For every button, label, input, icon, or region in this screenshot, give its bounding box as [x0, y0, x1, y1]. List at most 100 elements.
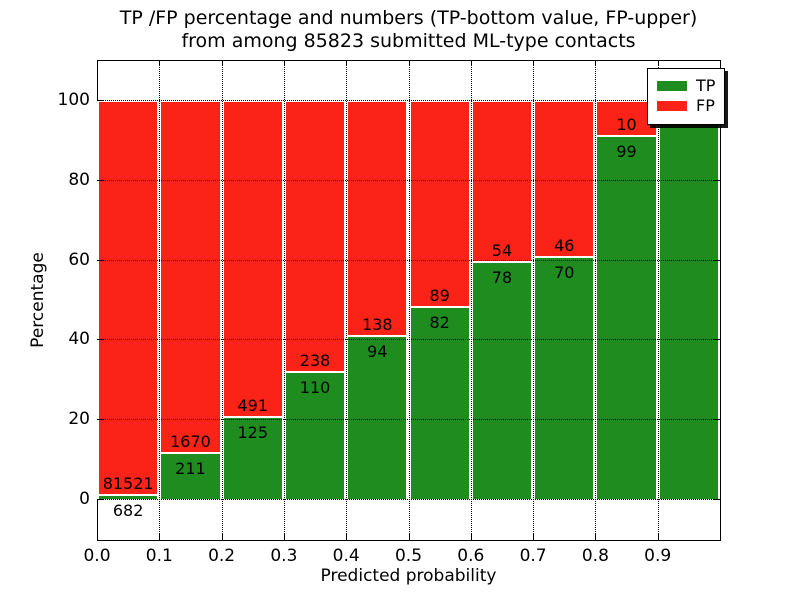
y-tick-mark	[714, 259, 720, 261]
x-tick-mark	[408, 534, 410, 540]
y-tick-label: 80	[68, 169, 90, 190]
x-tick-label: 0.1	[145, 546, 173, 566]
y-tick-label: 0	[79, 489, 90, 509]
x-tick-mark	[346, 60, 348, 66]
x-tick-mark	[595, 60, 597, 66]
legend-item-tp: TP	[657, 77, 715, 95]
y-tick-mark	[97, 179, 103, 181]
tp-count-label: 78	[491, 268, 513, 288]
x-tick-mark	[408, 60, 410, 66]
legend: TP FP	[647, 68, 726, 125]
tp-bar-segment	[595, 136, 658, 499]
fp-bar-segment	[97, 100, 160, 496]
vertical-gridline	[533, 60, 535, 540]
tp-count-label: 99	[616, 141, 637, 161]
x-tick-mark	[657, 60, 659, 66]
vertical-gridline	[346, 60, 348, 540]
tp-count-label: 110	[299, 377, 331, 397]
horizontal-gridline	[97, 179, 720, 181]
horizontal-gridline	[97, 499, 720, 500]
fp-count-label: 238	[299, 350, 331, 370]
tp-legend-swatch	[657, 81, 687, 91]
y-tick-mark	[714, 339, 720, 341]
fp-bar-segment	[159, 100, 222, 455]
vertical-gridline	[595, 60, 597, 540]
tp-bar-segment	[97, 495, 160, 499]
x-tick-mark	[470, 534, 472, 540]
horizontal-gridline	[97, 100, 720, 101]
fp-count-label: 10	[616, 114, 637, 134]
x-tick-mark	[221, 60, 223, 66]
fp-count-label: 81521	[102, 473, 154, 493]
y-tick-mark	[714, 499, 720, 500]
x-tick-mark	[221, 534, 223, 540]
horizontal-gridline	[97, 259, 720, 261]
vertical-gridline	[470, 60, 472, 540]
vertical-gridline	[221, 60, 223, 540]
x-tick-label: 0.9	[644, 546, 672, 566]
x-tick-label: 0.7	[519, 546, 547, 566]
tp-bar-segment	[657, 100, 720, 499]
tp-bar-segment	[221, 418, 284, 499]
y-tick-label: 60	[68, 249, 90, 270]
tp-count-label: 211	[175, 459, 206, 479]
tp-count-label: 125	[237, 423, 269, 443]
horizontal-gridline	[97, 339, 720, 341]
y-tick-mark	[97, 499, 103, 500]
tp-count-label: 94	[367, 342, 388, 362]
y-tick-mark	[97, 100, 103, 101]
fp-count-label: 491	[237, 396, 269, 416]
tp-count-label: 82	[429, 312, 450, 332]
x-tick-mark	[283, 60, 285, 66]
tp-count-label: 70	[554, 263, 575, 283]
x-tick-label: 0.0	[83, 546, 111, 566]
horizontal-gridline	[97, 419, 720, 421]
fp-legend-label: FP	[696, 96, 715, 115]
x-tick-mark	[595, 534, 597, 540]
tp-legend-label: TP	[696, 76, 716, 95]
y-tick-mark	[97, 259, 103, 261]
fp-count-label: 1670	[170, 432, 211, 452]
x-tick-mark	[346, 534, 348, 540]
fp-bar-segment	[346, 100, 409, 338]
x-axis-label: Predicted probability	[320, 566, 497, 586]
x-tick-mark	[533, 60, 535, 66]
x-tick-mark	[97, 534, 98, 540]
x-tick-label: 0.4	[332, 546, 360, 566]
x-tick-mark	[657, 534, 659, 540]
y-tick-label: 20	[68, 409, 90, 430]
legend-item-fp: FP	[657, 97, 715, 115]
x-tick-label: 0.5	[394, 546, 423, 566]
y-tick-mark	[714, 179, 720, 181]
x-tick-label: 0.8	[581, 546, 609, 566]
tp-bar-segment	[346, 337, 409, 499]
chart-title-line2: from among 85823 submitted ML-type conta…	[181, 30, 636, 52]
x-tick-label: 0.2	[208, 546, 236, 566]
y-tick-mark	[97, 339, 103, 341]
tp-bar-segment	[408, 307, 471, 499]
fp-legend-swatch	[657, 101, 687, 111]
tp-bar-segment	[470, 263, 534, 499]
tp-bar-segment	[283, 372, 347, 499]
x-tick-mark	[159, 534, 161, 540]
fp-bar-segment	[470, 100, 534, 264]
y-tick-label: 100	[57, 90, 90, 110]
tp-bar-segment	[533, 258, 596, 499]
fp-bar-segment	[221, 100, 284, 419]
x-tick-mark	[283, 534, 285, 540]
fp-bar-segment	[408, 100, 471, 308]
y-tick-mark	[97, 419, 103, 421]
vertical-gridline	[159, 60, 161, 540]
fp-count-label: 54	[491, 241, 513, 261]
fp-count-label: 46	[554, 236, 575, 256]
x-tick-mark	[159, 60, 161, 66]
vertical-gridline	[408, 60, 410, 540]
chart-title-line1: TP /FP percentage and numbers (TP-bottom…	[119, 7, 698, 29]
y-tick-mark	[714, 419, 720, 421]
tp-count-label: 682	[112, 500, 144, 520]
fp-bar-segment	[283, 100, 347, 373]
x-tick-mark	[470, 60, 472, 66]
x-tick-mark	[533, 534, 535, 540]
y-tick-label: 40	[68, 329, 90, 350]
